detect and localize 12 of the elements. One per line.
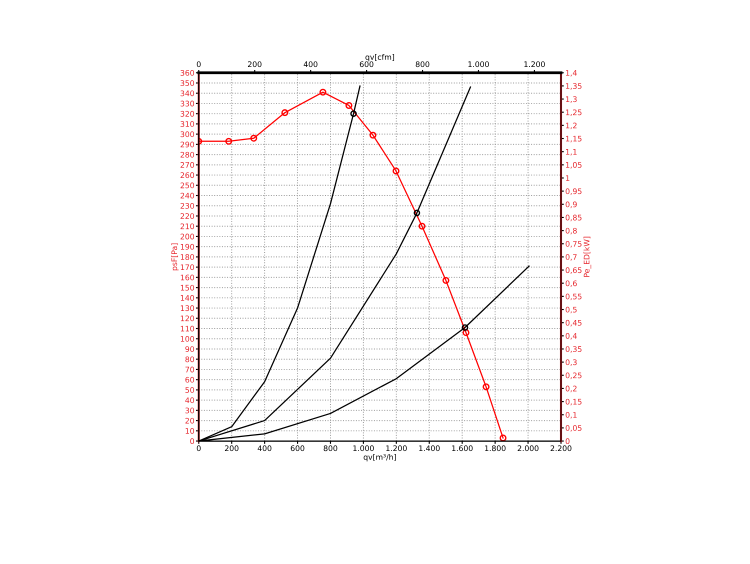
point [281,109,288,116]
point [250,134,258,142]
point [462,329,470,336]
point [418,222,426,230]
point [442,276,450,284]
point [500,434,507,442]
point [369,132,376,139]
point [345,102,352,109]
point [392,167,400,174]
point [482,383,490,390]
point [319,88,326,96]
point [225,138,232,145]
